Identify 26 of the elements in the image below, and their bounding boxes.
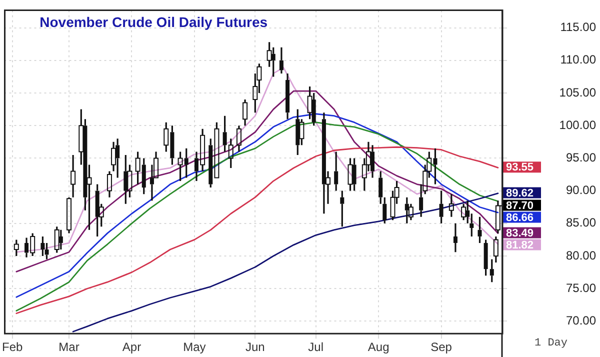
data-label: 89.62 — [506, 187, 534, 200]
y-tick-label: 100.00 — [559, 118, 596, 132]
y-tick-label: 115.00 — [560, 20, 596, 34]
data-label: 93.55 — [506, 162, 534, 174]
y-tick-label: 90.00 — [566, 183, 596, 198]
x-tick-label: Jul — [308, 340, 324, 354]
y-tick-label: 80.00 — [566, 248, 596, 262]
x-tick-label: Mar — [58, 340, 80, 354]
y-tick-label: 110.00 — [560, 52, 596, 67]
annotation: 87.70 — [506, 200, 534, 212]
y-tick-label: 75.00 — [566, 280, 596, 295]
text: 1 Day — [534, 338, 568, 350]
x-tick-label: Jun — [245, 340, 265, 354]
data-label: 83.49 — [506, 227, 534, 240]
x-tick-label: Apr — [122, 340, 142, 354]
x-tick-label: May — [183, 340, 206, 354]
x-tick-label: Aug — [368, 340, 390, 354]
y-tick-label: 85.00 — [566, 216, 596, 230]
x-tick-label: Feb — [2, 340, 24, 354]
y-tick-label: 105.00 — [559, 85, 596, 100]
y-tick-label: 70.00 — [566, 314, 596, 328]
chart-title: November Crude Oil Daily Futures — [40, 14, 268, 30]
data-label: 81.82 — [506, 239, 534, 252]
data-label: 86.66 — [506, 212, 534, 224]
y-tick-label: 95.00 — [566, 150, 596, 165]
x-tick-label: Sep — [430, 340, 452, 354]
